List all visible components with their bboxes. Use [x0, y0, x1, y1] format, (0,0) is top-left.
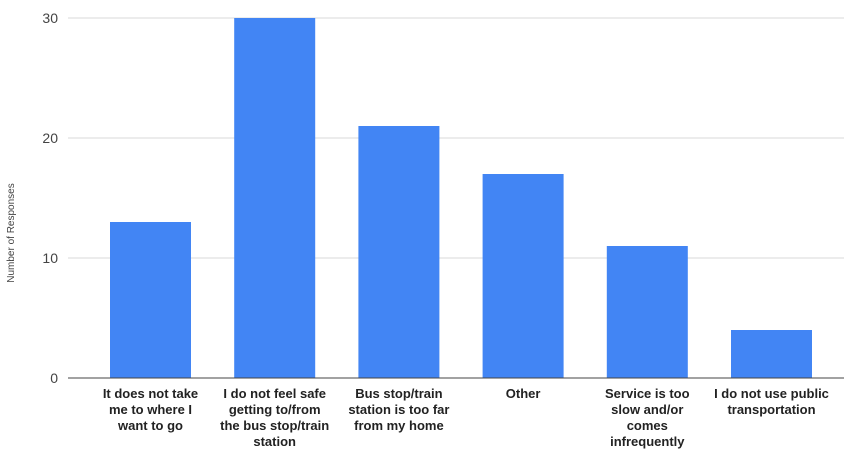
bar	[358, 126, 440, 378]
x-tick-label-line: the bus stop/train	[220, 418, 329, 433]
y-tick-label: 0	[50, 370, 58, 386]
x-tick-label-line: station	[253, 434, 296, 449]
x-tick-label-line: station is too far	[348, 402, 449, 417]
y-tick-label: 10	[42, 250, 58, 266]
x-tick-label-line: from my home	[354, 418, 444, 433]
x-tick-label-line: getting to/from	[229, 402, 321, 417]
bar	[606, 246, 688, 378]
x-tick-label-line: Service is too	[605, 386, 690, 401]
y-tick-labels: 0 10 20 30	[42, 10, 58, 386]
x-tick-label-line: transportation	[727, 402, 815, 417]
bar	[110, 222, 191, 378]
bars	[110, 18, 812, 378]
x-tick-label: Other	[506, 386, 541, 401]
x-tick-label-line: It does not take	[103, 386, 198, 401]
x-tick-label-line: me to where I	[109, 402, 192, 417]
x-tick-label-line: I do not feel safe	[223, 386, 326, 401]
y-axis-label: Number of Responses	[6, 183, 17, 283]
gridlines	[68, 17, 844, 259]
x-tick-label: I do not use public transportation	[714, 386, 829, 417]
x-tick-label: Service is too slow and/or comes infrequent…	[605, 386, 690, 449]
x-tick-label-line: comes	[627, 418, 668, 433]
x-tick-label-line: I do not use public	[714, 386, 829, 401]
y-tick-label: 30	[42, 10, 58, 26]
bar	[234, 18, 316, 378]
bar	[482, 174, 564, 378]
y-tick-label: 20	[42, 130, 58, 146]
x-tick-label: Bus stop/train station is too far from my …	[348, 386, 449, 433]
x-tick-label-line: want to go	[117, 418, 183, 433]
x-tick-label-line: infrequently	[610, 434, 685, 449]
bar	[731, 330, 812, 378]
x-tick-label-line: slow and/or	[611, 402, 683, 417]
x-tick-label-line: Bus stop/train	[355, 386, 442, 401]
x-tick-label: I do not feel safe getting to/from the bus…	[220, 386, 329, 449]
x-tick-label-line: Other	[506, 386, 541, 401]
